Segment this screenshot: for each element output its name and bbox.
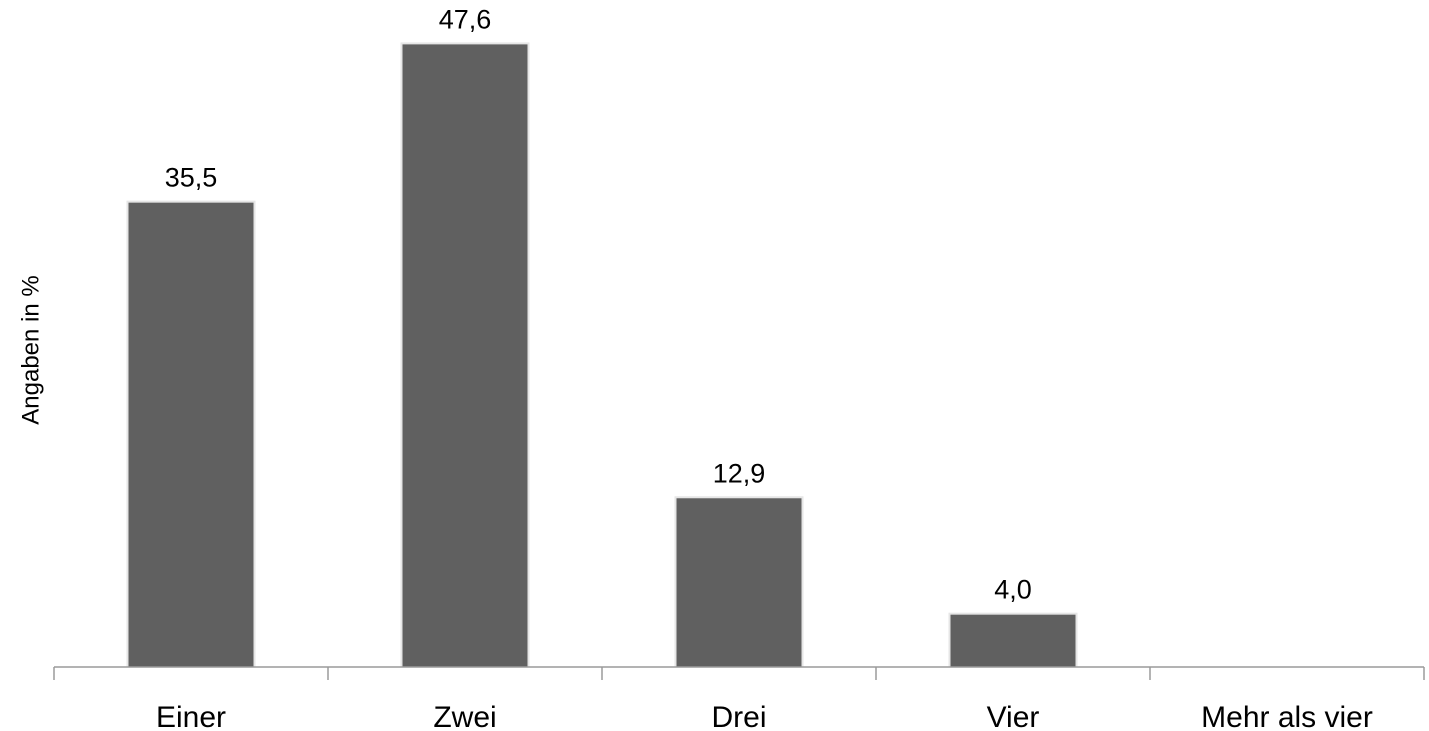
x-tick-label: Drei bbox=[711, 701, 766, 731]
data-labels: 35,5 47,6 12,9 4,0 bbox=[165, 4, 1032, 604]
y-axis-title: Angaben in % bbox=[17, 275, 44, 424]
y-axis-title-group: Angaben in % bbox=[17, 275, 44, 424]
data-label: 35,5 bbox=[165, 163, 218, 193]
bar bbox=[402, 44, 528, 668]
data-label: 12,9 bbox=[713, 458, 766, 488]
x-tick-label: Zwei bbox=[433, 701, 496, 731]
data-label: 4,0 bbox=[994, 575, 1032, 605]
x-tick-label: Mehr als vier bbox=[1201, 701, 1373, 731]
bars bbox=[126, 42, 1078, 668]
x-axis-tick-labels: Einer Zwei Drei Vier Mehr als vier bbox=[156, 701, 1373, 731]
bar bbox=[950, 614, 1076, 667]
bar bbox=[676, 498, 802, 667]
data-label: 47,6 bbox=[439, 4, 492, 34]
x-tick-label: Einer bbox=[156, 701, 226, 731]
x-tick-label: Vier bbox=[987, 701, 1040, 731]
x-axis-ticks bbox=[53, 667, 1425, 680]
bar bbox=[128, 202, 254, 667]
